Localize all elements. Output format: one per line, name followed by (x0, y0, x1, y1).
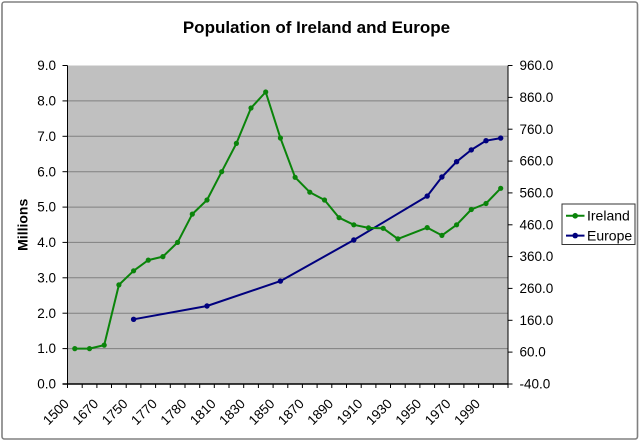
svg-text:Population of Ireland and Euro: Population of Ireland and Europe (183, 18, 450, 37)
svg-text:7.0: 7.0 (37, 129, 56, 144)
svg-text:5.0: 5.0 (37, 200, 56, 215)
svg-text:660.0: 660.0 (520, 154, 554, 169)
svg-text:8.0: 8.0 (37, 94, 56, 109)
svg-text:3.0: 3.0 (37, 270, 56, 285)
svg-text:60.0: 60.0 (520, 345, 546, 360)
svg-text:760.0: 760.0 (520, 122, 554, 137)
svg-text:1.0: 1.0 (37, 341, 56, 356)
svg-text:260.0: 260.0 (520, 281, 554, 296)
svg-text:Ireland: Ireland (587, 208, 630, 224)
svg-text:Europe: Europe (587, 227, 632, 243)
svg-text:0.0: 0.0 (37, 377, 56, 392)
svg-text:460.0: 460.0 (520, 217, 554, 232)
svg-text:9.0: 9.0 (37, 58, 56, 73)
svg-text:4.0: 4.0 (37, 235, 56, 250)
svg-text:2.0: 2.0 (37, 306, 56, 321)
svg-text:6.0: 6.0 (37, 164, 56, 179)
svg-text:Millions: Millions (15, 199, 31, 251)
svg-text:-40.0: -40.0 (520, 377, 551, 392)
svg-text:360.0: 360.0 (520, 249, 554, 264)
svg-text:960.0: 960.0 (520, 58, 554, 73)
svg-text:560.0: 560.0 (520, 186, 554, 201)
svg-text:160.0: 160.0 (520, 313, 554, 328)
svg-text:860.0: 860.0 (520, 90, 554, 105)
